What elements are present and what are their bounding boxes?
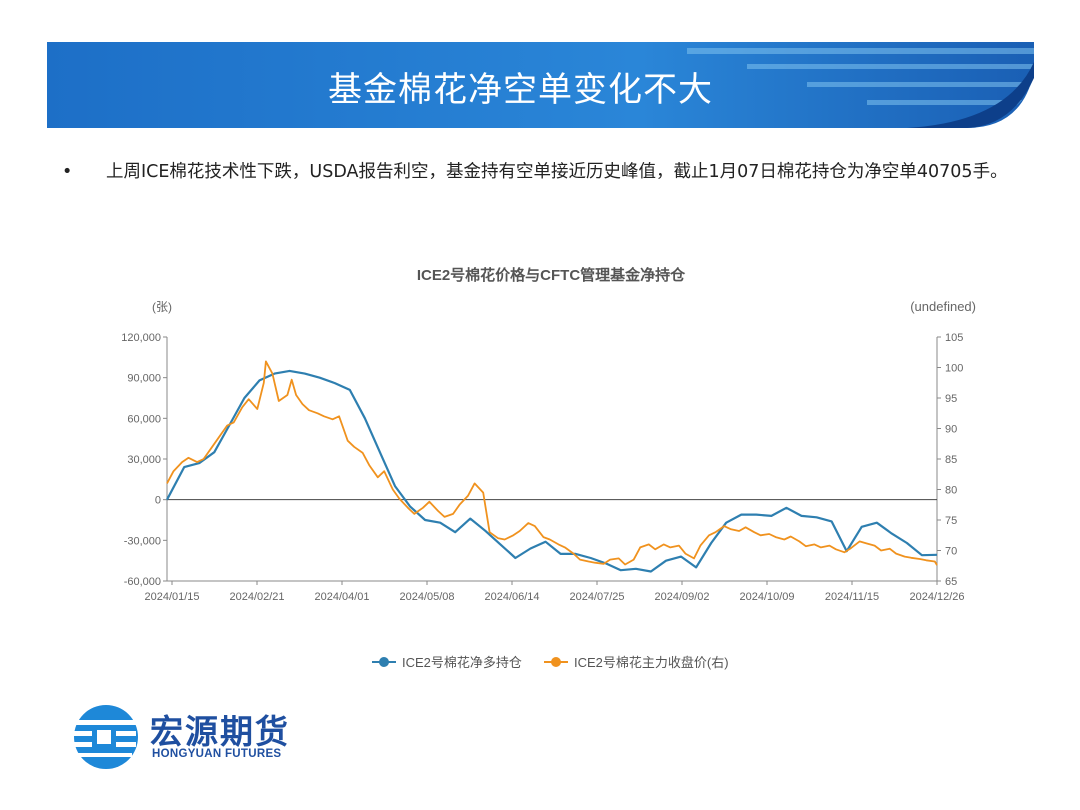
left-axis-unit: (张) [152, 300, 172, 314]
x-tick-label: 2024/12/26 [909, 591, 964, 603]
x-tick-label: 2024/04/01 [314, 591, 369, 603]
x-tick-label: 2024/10/09 [739, 591, 794, 603]
legend-label: ICE2号棉花主力收盘价(右) [574, 655, 729, 670]
x-tick-label: 2024/09/02 [654, 591, 709, 603]
left-tick-label: -30,000 [124, 535, 161, 547]
right-tick-label: 90 [945, 424, 957, 436]
right-tick-label: 85 [945, 454, 957, 466]
logo-chinese-text: 宏源期货 [150, 712, 290, 751]
x-tick-label: 2024/02/21 [229, 591, 284, 603]
logo-mark-icon [74, 705, 138, 769]
left-tick-label: 60,000 [127, 413, 161, 425]
right-tick-label: 105 [945, 332, 963, 344]
slide-title: 基金棉花净空单变化不大 [328, 70, 713, 110]
right-tick-label: 70 [945, 546, 957, 558]
x-tick-label: 2024/11/15 [825, 591, 879, 603]
bullet-text: 上周ICE棉花技术性下跌，USDA报告利空，基金持有空单接近历史峰值，截止1月0… [106, 162, 1008, 182]
series-line-close-price [166, 360, 938, 566]
right-tick-label: 75 [945, 515, 957, 527]
logo-english-text: HONGYUAN FUTURES [152, 748, 282, 760]
chart-legend: ICE2号棉花净多持仓 ICE2号棉花主力收盘价(右) [372, 655, 729, 670]
right-tick-label: 65 [945, 576, 957, 588]
company-logo: 宏源期货 HONGYUAN FUTURES [72, 703, 332, 773]
legend-dot-marker [551, 657, 561, 667]
right-tick-label: 95 [945, 393, 957, 405]
left-tick-label: -60,000 [124, 576, 161, 588]
legend-label: ICE2号棉花净多持仓 [402, 655, 522, 670]
chart-container: ICE2号棉花价格与CFTC管理基金净持仓 (张) (undefined) 12… [100, 250, 990, 690]
right-axis-unit: (undefined) [910, 299, 976, 314]
left-tick-label: 30,000 [127, 454, 161, 466]
legend-dot-marker [379, 657, 389, 667]
right-tick-label: 100 [945, 363, 963, 375]
title-banner: 基金棉花净空单变化不大 [47, 42, 1034, 128]
left-tick-label: 120,000 [121, 332, 161, 344]
x-tick-label: 2024/06/14 [484, 591, 539, 603]
x-tick-label: 2024/05/08 [399, 591, 454, 603]
x-tick-label: 2024/01/15 [144, 591, 199, 603]
chart-svg: ICE2号棉花价格与CFTC管理基金净持仓 (张) (undefined) 12… [121, 266, 976, 670]
left-tick-label: 0 [155, 495, 161, 507]
chart-lines [166, 360, 938, 573]
chart-title: ICE2号棉花价格与CFTC管理基金净持仓 [417, 266, 686, 284]
bullet-symbol: • [62, 162, 73, 182]
x-tick-label: 2024/07/25 [569, 591, 624, 603]
banner-background [47, 42, 1034, 128]
series-line-net-long [166, 369, 938, 573]
right-tick-label: 80 [945, 485, 957, 497]
chart-axes: 120,000 90,000 60,000 30,000 0 -30,000 -60,000… [121, 332, 964, 603]
left-tick-label: 90,000 [127, 373, 161, 385]
